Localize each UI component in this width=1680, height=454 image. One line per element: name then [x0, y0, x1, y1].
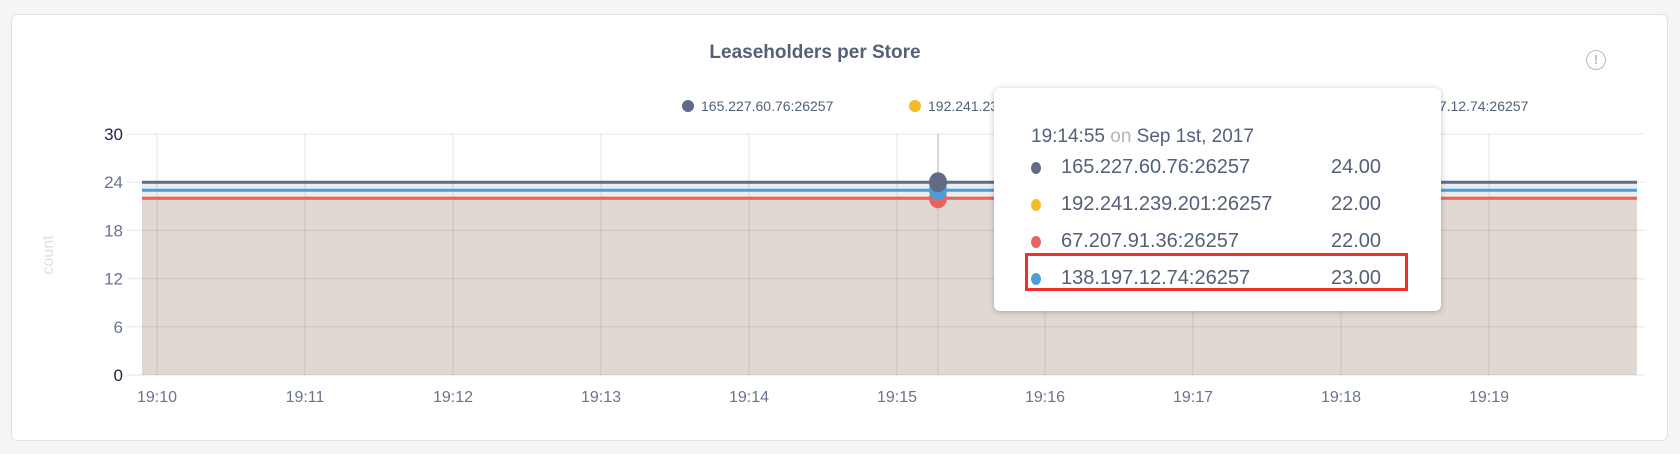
y-tick-label: 0 — [114, 366, 123, 385]
tooltip-series-label: 192.241.239.201:26257 — [1061, 193, 1273, 215]
x-tick-label: 19:16 — [1025, 389, 1065, 406]
tooltip-series-value: 23.00 — [1331, 267, 1382, 289]
x-tick-label: 19:18 — [1321, 389, 1361, 406]
y-tick-label: 30 — [104, 125, 123, 144]
x-tick-label: 19:12 — [433, 389, 473, 406]
series-dot-icon — [1031, 235, 1041, 248]
y-tick-label: 24 — [104, 173, 123, 192]
highlight-box — [1025, 253, 1408, 291]
info-circle-icon[interactable]: ! — [1586, 50, 1606, 70]
tooltip-series-label: 165.227.60.76:26257 — [1061, 156, 1251, 178]
y-tick-label: 6 — [114, 318, 123, 337]
legend-item[interactable]: 165.227.60.76:26257 — [682, 98, 833, 114]
legend-dot-icon — [682, 100, 694, 112]
y-tick-label: 12 — [104, 270, 123, 289]
x-tick-label: 19:14 — [729, 389, 769, 406]
tooltip-row: 138.197.12.74:26257 23.00 — [1031, 267, 1381, 290]
tooltip-row: 67.207.91.36:26257 22.00 — [1031, 230, 1381, 253]
tooltip-series-value: 22.00 — [1331, 193, 1382, 215]
tooltip: 19:14:55 on Sep 1st, 2017 165.227.60.76:… — [994, 88, 1441, 311]
tooltip-row: 165.227.60.76:26257 24.00 — [1031, 156, 1381, 179]
tooltip-series-label: 138.197.12.74:26257 — [1061, 267, 1251, 289]
legend-dot-icon — [909, 100, 921, 112]
legend-label: 165.227.60.76:26257 — [701, 98, 834, 114]
tooltip-series-value: 24.00 — [1331, 156, 1382, 178]
x-tick-label: 19:15 — [877, 389, 917, 406]
hover-point — [929, 172, 947, 193]
x-tick-label: 19:19 — [1469, 389, 1509, 406]
series-dot-icon — [1031, 272, 1041, 285]
y-tick-label: 18 — [104, 221, 123, 240]
tooltip-series-label: 67.207.91.36:26257 — [1061, 230, 1239, 252]
tooltip-row: 192.241.239.201:26257 22.00 — [1031, 193, 1381, 216]
x-tick-label: 19:17 — [1173, 389, 1213, 406]
tooltip-series-value: 22.00 — [1331, 230, 1382, 252]
y-axis-label: count — [40, 235, 57, 275]
series-dot-icon — [1031, 198, 1041, 211]
tooltip-timestamp: 19:14:55 on Sep 1st, 2017 — [1031, 126, 1254, 147]
chart-title: Leaseholders per Store — [709, 42, 921, 63]
x-tick-label: 19:13 — [581, 389, 621, 406]
x-tick-label: 19:11 — [286, 389, 325, 406]
series-dot-icon — [1031, 161, 1041, 174]
x-tick-label: 19:10 — [137, 389, 177, 406]
